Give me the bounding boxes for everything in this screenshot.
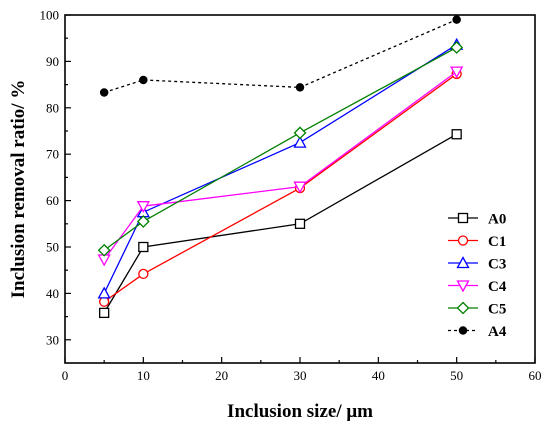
series-c1 (99, 68, 462, 307)
y-tick-label: 40 (46, 286, 59, 301)
series-c4 (97, 66, 464, 267)
data-point (139, 75, 148, 85)
legend-marker (458, 326, 468, 335)
y-tick-label: 60 (46, 193, 59, 208)
series-a4 (99, 15, 461, 97)
y-tick-label: 50 (46, 240, 59, 255)
data-point (99, 88, 109, 97)
data-point (293, 135, 307, 148)
data-point (293, 126, 307, 140)
data-point (293, 181, 307, 194)
data-point (136, 201, 150, 214)
series-a0 (99, 129, 462, 319)
series-line-c5 (103, 46, 457, 251)
x-tick-label: 40 (372, 368, 385, 383)
y-axis-title: Inclusion removal ratio/ % (8, 80, 29, 299)
legend-item: C5 (448, 302, 506, 318)
y-tick-label: 30 (46, 332, 59, 347)
x-axis-title: Inclusion size/ μm (227, 401, 373, 422)
x-tick-label: 30 (294, 368, 307, 383)
data-point (451, 129, 462, 140)
legend-label: A4 (488, 324, 507, 340)
x-tick-label: 10 (137, 368, 150, 383)
legend-label: A0 (488, 212, 506, 228)
series-line-a4 (103, 19, 457, 94)
data-point (452, 15, 461, 24)
data-point (99, 307, 110, 319)
legend-label: C4 (488, 279, 507, 295)
y-tick-label: 80 (46, 100, 59, 115)
legend-label: C5 (488, 302, 506, 318)
data-point (138, 268, 149, 280)
legend-marker (456, 256, 470, 269)
y-tick-label: 100 (40, 8, 60, 23)
x-tick-label: 50 (450, 368, 463, 383)
x-tick-label: 0 (62, 368, 69, 383)
series-group (97, 15, 464, 319)
legend-item: C3 (448, 256, 506, 273)
x-tick-label: 60 (529, 368, 542, 383)
legend-item: A0 (448, 212, 506, 228)
data-point (294, 218, 306, 229)
data-point (138, 241, 149, 253)
series-c5 (97, 41, 464, 257)
series-line-a0 (103, 133, 457, 314)
data-point (136, 215, 150, 228)
data-point (295, 83, 305, 92)
data-point (450, 66, 464, 79)
series-line-c4 (103, 71, 458, 260)
legend-item: C1 (448, 234, 506, 250)
data-point (97, 243, 111, 257)
legend-item: A4 (448, 324, 507, 340)
series-line-c3 (103, 44, 458, 294)
legend-marker (456, 301, 470, 315)
legend-marker (456, 280, 470, 293)
legend-label: C3 (488, 257, 506, 273)
legend-label: C1 (488, 234, 506, 250)
legend: A0 C1 C3 C4 C5 A4 (448, 212, 507, 340)
data-point (99, 296, 110, 307)
data-point (97, 286, 111, 299)
legend-item: C4 (448, 279, 507, 295)
axes: 0 10 20 30 40 50 60 30 40 50 60 70 80 90 100 (40, 8, 542, 384)
data-point (450, 41, 464, 54)
x-tick-label: 20 (215, 368, 228, 383)
legend-marker (457, 235, 469, 246)
y-tick-label: 70 (46, 147, 59, 162)
series-c3 (97, 37, 464, 299)
legend-marker (457, 212, 469, 224)
series-line-c1 (103, 73, 458, 303)
y-tick-label: 90 (46, 54, 59, 69)
